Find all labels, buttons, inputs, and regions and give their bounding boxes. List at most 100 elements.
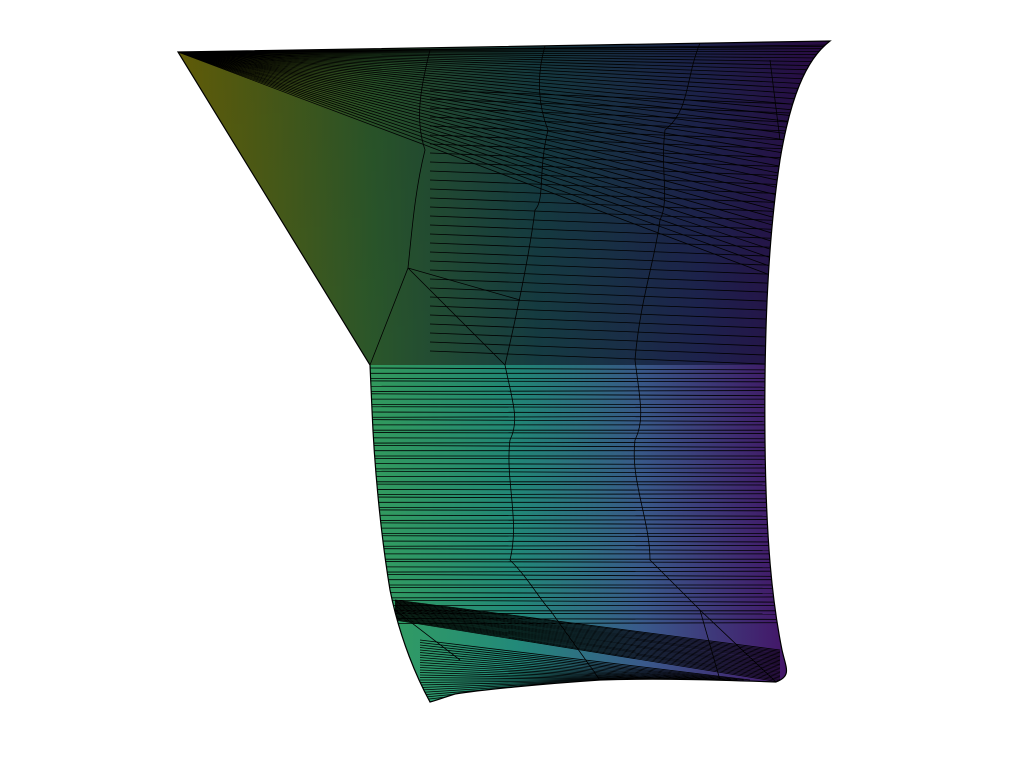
mesh-edge bbox=[429, 287, 791, 303]
mesh-edge bbox=[394, 606, 781, 662]
mesh-edge bbox=[429, 242, 791, 258]
mesh-edge bbox=[394, 609, 781, 667]
mesh-edge bbox=[178, 51, 772, 268]
mesh-edge bbox=[178, 51, 774, 260]
mesh-edge bbox=[419, 667, 682, 681]
mesh-edge bbox=[364, 367, 791, 371]
mesh-edge bbox=[429, 152, 791, 168]
mesh-edge bbox=[178, 51, 797, 149]
mesh-edge bbox=[394, 604, 781, 659]
mesh-edge bbox=[394, 602, 781, 656]
mesh-edge bbox=[419, 652, 719, 681]
mesh-edge bbox=[364, 586, 791, 589]
mesh-edge bbox=[429, 314, 791, 330]
mesh-edge bbox=[178, 51, 803, 124]
mesh-edge bbox=[633, 42, 701, 611]
mesh-edge bbox=[394, 601, 781, 654]
mesh-edge bbox=[369, 49, 431, 366]
mesh-edge bbox=[364, 415, 791, 418]
mesh-edge bbox=[178, 51, 783, 213]
mesh-edge bbox=[178, 50, 826, 53]
mesh-edge bbox=[419, 669, 676, 681]
mesh-edge bbox=[178, 51, 795, 156]
mesh-edge bbox=[394, 619, 781, 683]
mesh-edge bbox=[178, 51, 817, 75]
mesh-edge bbox=[429, 179, 791, 195]
mesh-edge bbox=[364, 444, 791, 448]
mesh-edge bbox=[178, 51, 815, 80]
mesh-edge bbox=[364, 390, 791, 392]
mesh-edge bbox=[419, 639, 751, 681]
mesh-edge bbox=[429, 251, 791, 267]
mesh-edge bbox=[419, 664, 688, 681]
mesh-edge bbox=[429, 296, 791, 312]
mesh-edge bbox=[364, 457, 791, 460]
mesh-edge bbox=[394, 614, 781, 675]
mesh-edge bbox=[429, 260, 791, 276]
mesh-edge bbox=[429, 161, 791, 177]
mesh-edge bbox=[429, 233, 791, 249]
mesh-edge bbox=[394, 607, 781, 663]
mesh-edge bbox=[178, 51, 778, 236]
mesh-edge bbox=[419, 642, 744, 681]
mesh-edge bbox=[364, 411, 791, 414]
mesh-edge bbox=[394, 599, 781, 651]
mesh-edge bbox=[429, 143, 791, 159]
mesh-edge bbox=[429, 341, 791, 357]
mesh-edge bbox=[178, 51, 777, 244]
mesh-surface bbox=[178, 41, 830, 702]
mesh-edge bbox=[394, 605, 781, 660]
mesh-edge bbox=[429, 98, 791, 114]
mesh-edge bbox=[178, 51, 809, 101]
mesh-edge bbox=[364, 540, 791, 543]
mesh-edge bbox=[364, 574, 791, 577]
mesh-edge bbox=[364, 514, 791, 517]
mesh-edge bbox=[429, 116, 791, 132]
mesh-edge bbox=[364, 519, 791, 521]
mesh-edge bbox=[364, 432, 791, 434]
mesh-edge bbox=[394, 613, 781, 674]
mesh-edge bbox=[504, 45, 551, 611]
mesh-edge bbox=[364, 441, 791, 444]
mesh-edge bbox=[364, 437, 791, 440]
mesh-edge bbox=[429, 278, 791, 294]
mesh-edge bbox=[419, 662, 694, 681]
mesh-edge bbox=[178, 51, 806, 112]
mesh-edge bbox=[429, 188, 791, 204]
mesh-edge bbox=[178, 51, 788, 191]
mesh-edge bbox=[364, 544, 791, 547]
mesh-edge bbox=[394, 608, 781, 666]
mesh-edge bbox=[178, 48, 827, 53]
mesh-edge bbox=[178, 51, 811, 95]
mesh-edge bbox=[419, 644, 738, 681]
mesh-edge bbox=[364, 599, 791, 603]
mesh-edge bbox=[394, 603, 781, 658]
mesh-edge bbox=[178, 51, 781, 220]
mesh-edge bbox=[364, 570, 791, 573]
mesh-edge bbox=[178, 51, 780, 228]
mesh-edge bbox=[364, 467, 791, 470]
mesh-edge bbox=[178, 51, 821, 63]
mesh-edge bbox=[394, 617, 781, 679]
mesh-edge bbox=[178, 51, 791, 176]
mesh-edge bbox=[178, 51, 814, 85]
mesh-edge bbox=[394, 611, 781, 670]
mesh-edge bbox=[419, 659, 701, 681]
mesh-edge bbox=[178, 51, 807, 106]
mesh-edge bbox=[364, 488, 791, 491]
mesh-edge bbox=[429, 215, 791, 231]
mesh-edge bbox=[364, 566, 791, 569]
mesh-edge bbox=[394, 612, 781, 671]
mesh-edge bbox=[178, 51, 794, 162]
mesh-edge bbox=[429, 323, 791, 339]
mesh-edge bbox=[364, 380, 791, 383]
mesh-edge bbox=[178, 51, 775, 251]
mesh-edge bbox=[364, 535, 791, 538]
mesh-edge bbox=[394, 618, 781, 682]
mesh-edge bbox=[429, 332, 791, 348]
mesh-edge bbox=[364, 592, 791, 594]
mesh-edge bbox=[364, 493, 791, 496]
mesh-edge bbox=[364, 561, 791, 563]
mesh-edge bbox=[394, 617, 781, 680]
